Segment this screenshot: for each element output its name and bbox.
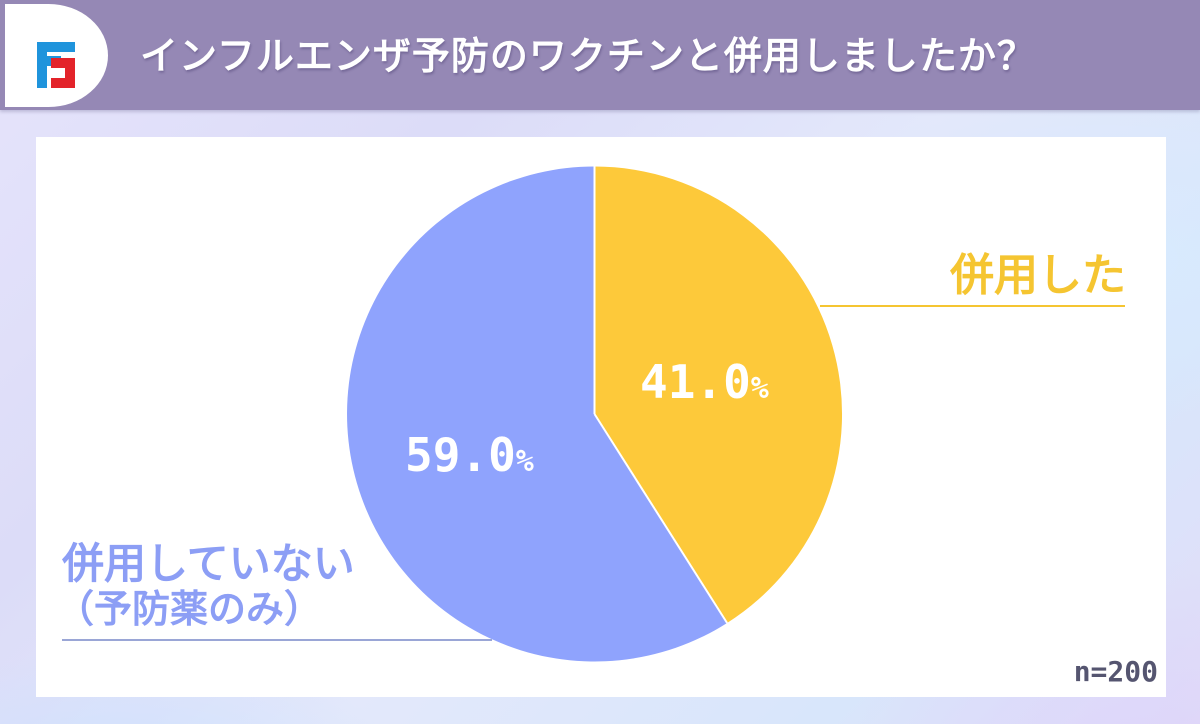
pie-slice-combined [594, 166, 843, 623]
sample-size: n=200 [1073, 655, 1158, 688]
label-not-combined: 併用していない （予防薬のみ） [56, 539, 355, 631]
slice-value-not-combined: 59.0% [405, 428, 534, 482]
label-not-combined-line1: 併用していない [62, 539, 355, 588]
page-title: インフルエンザ予防のワクチンと併用しましたか？ [140, 34, 1036, 78]
pie-slice-not-combined [347, 166, 728, 662]
header-bar: インフルエンザ予防のワクチンと併用しましたか？ [0, 0, 1200, 110]
slice-separator [593, 413, 728, 624]
label-combined: 併用した [950, 250, 1126, 301]
brand-logo-icon [37, 42, 75, 88]
logo-panel [5, 4, 108, 107]
slice-value-combined: 41.0% [640, 355, 769, 409]
label-not-combined-line2: （予防薬のみ） [56, 587, 323, 631]
